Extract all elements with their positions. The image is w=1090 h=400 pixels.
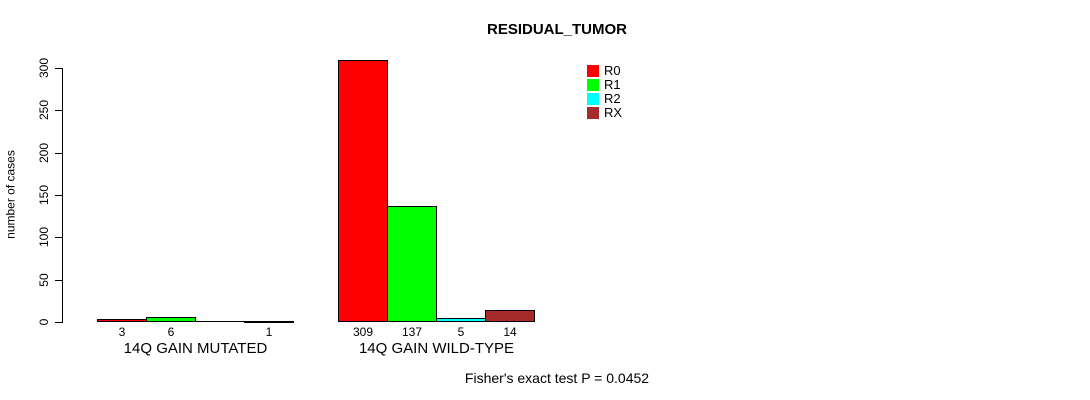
bar-r0 [97, 319, 147, 322]
y-axis-tick-label: 0 [37, 318, 51, 326]
y-axis-tick-label: 200 [37, 142, 51, 164]
legend-label: R0 [604, 63, 621, 78]
bar-r0 [338, 60, 388, 322]
legend-item: RX [587, 106, 622, 120]
fisher-test-annotation: Fisher's exact test P = 0.0452 [464, 370, 650, 386]
legend-swatch-r1 [587, 79, 599, 91]
legend-item: R2 [587, 92, 621, 106]
y-axis-tick [55, 237, 62, 238]
y-axis-tick [55, 322, 62, 323]
y-axis-tick-label: 100 [37, 226, 51, 248]
chart-title: RESIDUAL_TUMOR [486, 21, 627, 38]
bar-value-label: 1 [265, 325, 273, 339]
legend-label: RX [604, 105, 623, 120]
bar-value-label: 137 [401, 325, 423, 339]
bar-value-label: 14 [503, 325, 517, 339]
bar-rx [485, 310, 535, 322]
y-axis-tick-label: 50 [37, 273, 51, 287]
group-label: 14Q GAIN WILD-TYPE [358, 340, 515, 357]
bar-r1 [387, 206, 437, 322]
y-axis-tick [55, 280, 62, 281]
y-axis-tick [55, 195, 62, 196]
y-axis-tick [55, 110, 62, 111]
y-axis-tick [55, 68, 62, 69]
y-axis-line [62, 68, 63, 323]
bar-rx [244, 321, 294, 323]
legend-swatch-r0 [587, 65, 599, 77]
bar-r1 [146, 317, 196, 322]
legend-label: R2 [604, 91, 621, 106]
group-label: 14Q GAIN MUTATED [123, 340, 268, 357]
legend-item: R0 [587, 64, 621, 78]
y-axis-tick-label: 250 [37, 99, 51, 121]
bar-value-label: 3 [118, 325, 126, 339]
legend-item: R1 [587, 78, 621, 92]
bar-value-label: 6 [167, 325, 175, 339]
bar-value-label: 309 [352, 325, 374, 339]
legend-swatch-rx [587, 107, 599, 119]
legend-label: R1 [604, 77, 621, 92]
y-axis-tick-label: 150 [37, 184, 51, 206]
bar-r2 [436, 318, 486, 322]
y-axis-tick [55, 153, 62, 154]
bar-value-label: 5 [457, 325, 465, 339]
y-axis-tick-label: 300 [37, 57, 51, 79]
y-axis-title: number of cases [3, 150, 18, 239]
legend-swatch-r2 [587, 93, 599, 105]
